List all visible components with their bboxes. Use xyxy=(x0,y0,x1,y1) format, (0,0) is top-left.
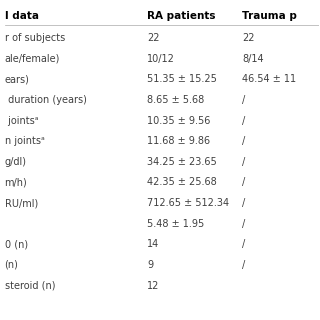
Text: /: / xyxy=(243,95,246,105)
Text: m/h): m/h) xyxy=(4,178,27,188)
Text: Trauma p: Trauma p xyxy=(243,11,297,21)
Text: 10/12: 10/12 xyxy=(147,54,175,64)
Text: 11.68 ± 9.86: 11.68 ± 9.86 xyxy=(147,136,211,146)
Text: /: / xyxy=(243,136,246,146)
Text: 12: 12 xyxy=(147,281,160,291)
Text: /: / xyxy=(243,116,246,125)
Text: 8.65 ± 5.68: 8.65 ± 5.68 xyxy=(147,95,204,105)
Text: 10.35 ± 9.56: 10.35 ± 9.56 xyxy=(147,116,211,125)
Text: (n): (n) xyxy=(4,260,19,270)
Text: 5.48 ± 1.95: 5.48 ± 1.95 xyxy=(147,219,204,229)
Text: n jointsᵃ: n jointsᵃ xyxy=(4,136,44,146)
Text: 22: 22 xyxy=(243,33,255,43)
Text: r of subjects: r of subjects xyxy=(4,33,65,43)
Text: ale/female): ale/female) xyxy=(4,54,60,64)
Text: RA patients: RA patients xyxy=(147,11,216,21)
Text: jointsᵃ: jointsᵃ xyxy=(4,116,38,125)
Text: /: / xyxy=(243,178,246,188)
Text: 9: 9 xyxy=(147,260,153,270)
Text: steroid (n): steroid (n) xyxy=(4,281,55,291)
Text: 51.35 ± 15.25: 51.35 ± 15.25 xyxy=(147,74,217,84)
Text: ears): ears) xyxy=(4,74,29,84)
Text: 0 (n): 0 (n) xyxy=(4,239,28,249)
Text: 34.25 ± 23.65: 34.25 ± 23.65 xyxy=(147,157,217,167)
Text: /: / xyxy=(243,260,246,270)
Text: 8/14: 8/14 xyxy=(243,54,264,64)
Text: 712.65 ± 512.34: 712.65 ± 512.34 xyxy=(147,198,229,208)
Text: 42.35 ± 25.68: 42.35 ± 25.68 xyxy=(147,178,217,188)
Text: 14: 14 xyxy=(147,239,160,249)
Text: l data: l data xyxy=(4,11,39,21)
Text: 22: 22 xyxy=(147,33,160,43)
Text: /: / xyxy=(243,198,246,208)
Text: /: / xyxy=(243,239,246,249)
Text: 46.54 ± 11: 46.54 ± 11 xyxy=(243,74,297,84)
Text: RU/ml): RU/ml) xyxy=(4,198,38,208)
Text: g/dl): g/dl) xyxy=(4,157,27,167)
Text: /: / xyxy=(243,219,246,229)
Text: duration (years): duration (years) xyxy=(4,95,86,105)
Text: /: / xyxy=(243,157,246,167)
